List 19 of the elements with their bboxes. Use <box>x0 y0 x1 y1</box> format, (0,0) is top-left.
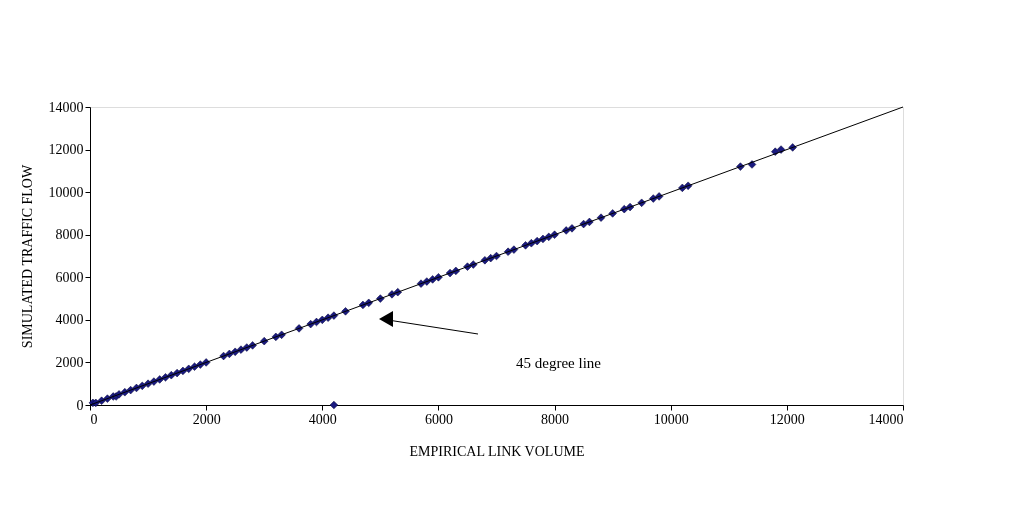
x-tick-label: 8000 <box>541 411 570 427</box>
y-tick-label: 6000 <box>55 269 84 285</box>
x-tick-label: 4000 <box>308 411 337 427</box>
annotation: 45 degree line <box>516 355 602 371</box>
x-tick-label: 0 <box>90 411 98 427</box>
y-tick-label: 0 <box>76 397 84 413</box>
x-tick-label: 12000 <box>769 411 805 427</box>
x-tick-label: 6000 <box>424 411 453 427</box>
x-tick-label: 10000 <box>653 411 689 427</box>
x-tick-label: 2000 <box>192 411 221 427</box>
y-tick-label: 14000 <box>48 99 84 115</box>
y-tick-label: 12000 <box>48 142 84 158</box>
y-tick-label: 2000 <box>55 354 84 370</box>
y-tick-label: 4000 <box>55 312 84 328</box>
x-axis-title: EMPIRICAL LINK VOLUME <box>409 443 585 459</box>
y-tick-label: 8000 <box>55 227 84 243</box>
x-tick-label: 14000 <box>868 411 904 427</box>
y-axis-title: SIMULATED TRAFFIC FLOW <box>19 164 35 349</box>
y-tick-label: 10000 <box>48 184 84 200</box>
